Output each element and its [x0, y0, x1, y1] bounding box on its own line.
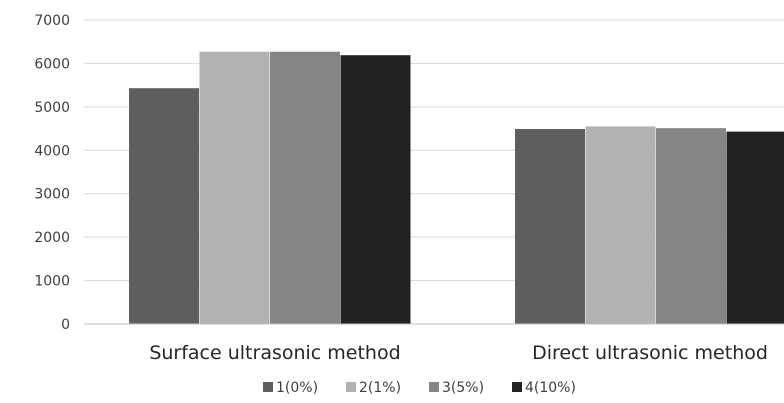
bar-2-3	[656, 128, 726, 324]
y-tick-label-6000: 6000	[34, 56, 70, 72]
legend-label-1: 1(0%)	[276, 380, 318, 396]
bar-2-1	[515, 129, 585, 324]
category-label-1: Surface ultrasonic method	[149, 342, 400, 364]
category-label-2: Direct ultrasonic method	[532, 342, 768, 364]
legend-label-3: 3(5%)	[442, 380, 484, 396]
legend-label-2: 2(1%)	[359, 380, 401, 396]
bars	[129, 51, 784, 325]
legend-swatch-2	[346, 382, 356, 392]
y-tick-label-4000: 4000	[34, 143, 70, 159]
bar-2-4	[726, 131, 784, 324]
y-tick-label-7000: 7000	[34, 13, 70, 29]
y-tick-label-2000: 2000	[34, 230, 70, 246]
legend: 1(0%) 2(1%) 3(5%) 4(10%)	[263, 380, 576, 396]
y-tick-label-5000: 5000	[34, 100, 70, 116]
bar-1-1	[129, 88, 199, 324]
bar-1-4	[340, 55, 411, 324]
y-tick-label-1000: 1000	[34, 274, 70, 290]
legend-label-4: 4(10%)	[525, 380, 576, 396]
legend-swatch-4	[512, 382, 522, 392]
bar-1-2	[199, 51, 270, 325]
y-tick-label-0: 0	[61, 317, 70, 333]
category-labels: Surface ultrasonic method Direct ultrason…	[149, 342, 768, 364]
y-tick-label-3000: 3000	[34, 187, 70, 203]
y-axis-tick-labels: 0 1000 2000 3000 4000 5000 6000 7000	[34, 13, 70, 333]
legend-swatch-3	[429, 382, 439, 392]
bar-2-2	[585, 126, 656, 325]
legend-swatch-1	[263, 382, 273, 392]
bar-1-3	[270, 51, 340, 325]
